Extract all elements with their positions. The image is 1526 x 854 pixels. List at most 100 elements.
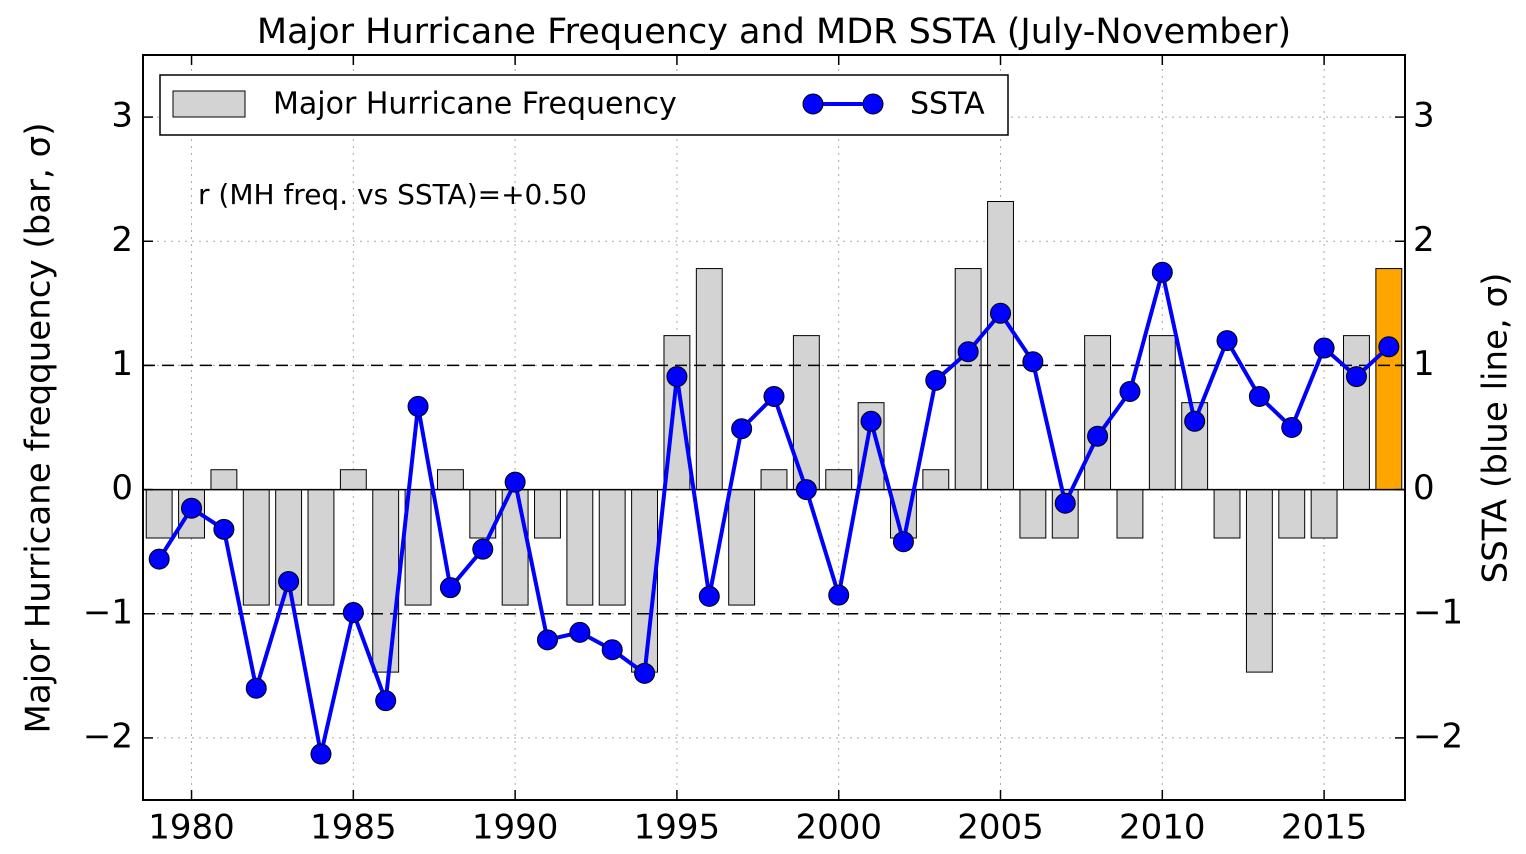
bar — [339, 469, 367, 491]
legend-marker — [862, 93, 884, 115]
x-tick-label: 1995 — [634, 808, 721, 848]
bar — [1116, 489, 1144, 539]
plot-frame — [142, 54, 1406, 801]
marker — [601, 639, 623, 661]
marker — [990, 302, 1012, 324]
y2-tick-label: −2 — [1413, 716, 1463, 756]
y-tick-label: 2 — [111, 220, 133, 260]
marker — [342, 602, 364, 624]
bar — [404, 489, 432, 606]
x-tick-label: 2005 — [957, 808, 1044, 848]
marker — [504, 471, 526, 493]
legend-label: Major Hurricane Frequency — [273, 87, 677, 122]
marker — [1184, 410, 1206, 432]
bar — [242, 489, 270, 606]
bar — [566, 489, 594, 606]
bar — [1278, 489, 1306, 539]
legend-label: SSTA — [910, 87, 985, 122]
legend-marker — [802, 93, 824, 115]
marker — [1248, 385, 1270, 407]
marker — [569, 621, 591, 643]
bar — [1375, 268, 1403, 491]
marker — [310, 743, 332, 765]
annotation: r (MH freq. vs SSTA)=+0.50 — [198, 178, 587, 211]
bar — [501, 489, 529, 606]
marker — [763, 385, 785, 407]
x-tick-label: 1985 — [310, 808, 397, 848]
bar — [1213, 489, 1241, 539]
bar — [954, 268, 982, 491]
marker — [1087, 425, 1109, 447]
x-tick-label: 2010 — [1119, 808, 1206, 848]
line — [157, 271, 1391, 755]
x-tick-label: 1990 — [472, 808, 559, 848]
marker — [1313, 337, 1335, 359]
y-tick-label: 1 — [111, 344, 133, 384]
bar — [307, 489, 335, 606]
marker — [698, 585, 720, 607]
marker — [375, 690, 397, 712]
y-tick-label: 0 — [111, 468, 133, 508]
y2-tick-label: 3 — [1413, 96, 1435, 136]
y2-tick-label: 1 — [1413, 344, 1435, 384]
bar — [145, 489, 173, 539]
marker — [1378, 336, 1400, 358]
y2-tick-label: 0 — [1413, 468, 1435, 508]
marker — [634, 662, 656, 684]
bar — [436, 469, 464, 491]
bar — [534, 489, 561, 539]
marker — [213, 518, 235, 540]
bar — [1148, 335, 1176, 491]
y-tick-label: −2 — [83, 716, 133, 756]
y-tick-label: −1 — [83, 592, 133, 632]
bar — [1084, 335, 1112, 491]
y2-axis-label: SSTA (blue line, σ) — [1476, 273, 1516, 584]
bar — [987, 201, 1014, 491]
marker — [1151, 261, 1173, 283]
marker — [278, 570, 300, 592]
x-tick-label: 2000 — [795, 808, 882, 848]
marker — [1345, 366, 1367, 388]
bar — [728, 489, 756, 606]
y2-tick-label: 2 — [1413, 220, 1435, 260]
marker — [1216, 330, 1238, 352]
marker — [245, 677, 267, 699]
bar — [210, 469, 238, 491]
bar — [598, 489, 626, 606]
marker — [892, 531, 914, 553]
bar — [922, 469, 950, 491]
y-axis-label: Major Hurricane freqquency (bar, σ) — [19, 123, 59, 734]
bar — [372, 489, 400, 673]
legend-swatch — [172, 90, 246, 118]
marker — [536, 629, 558, 651]
marker — [1119, 380, 1141, 402]
marker — [666, 366, 688, 388]
marker — [828, 584, 850, 606]
bar — [760, 469, 788, 491]
x-tick-label: 1980 — [148, 808, 235, 848]
marker — [731, 418, 753, 440]
marker — [472, 538, 494, 560]
legend: Major Hurricane Frequency SSTA — [159, 74, 1009, 136]
bar — [1245, 489, 1273, 673]
bar — [1343, 335, 1370, 491]
chart-title: Major Hurricane Frequency and MDR SSTA (… — [257, 12, 1291, 52]
marker — [407, 395, 429, 417]
marker — [860, 410, 882, 432]
bar — [695, 268, 723, 491]
marker — [795, 479, 817, 501]
marker — [1054, 492, 1076, 514]
marker — [181, 497, 203, 519]
y-tick-label: 3 — [111, 96, 133, 136]
marker — [957, 341, 979, 363]
x-tick-label: 2015 — [1281, 808, 1368, 848]
marker — [1022, 351, 1044, 373]
bar — [1310, 489, 1338, 539]
bar — [825, 469, 853, 491]
y2-tick-label: −1 — [1413, 592, 1463, 632]
marker — [1281, 417, 1303, 438]
bar — [1019, 489, 1047, 539]
marker — [148, 548, 170, 570]
marker — [925, 369, 947, 391]
